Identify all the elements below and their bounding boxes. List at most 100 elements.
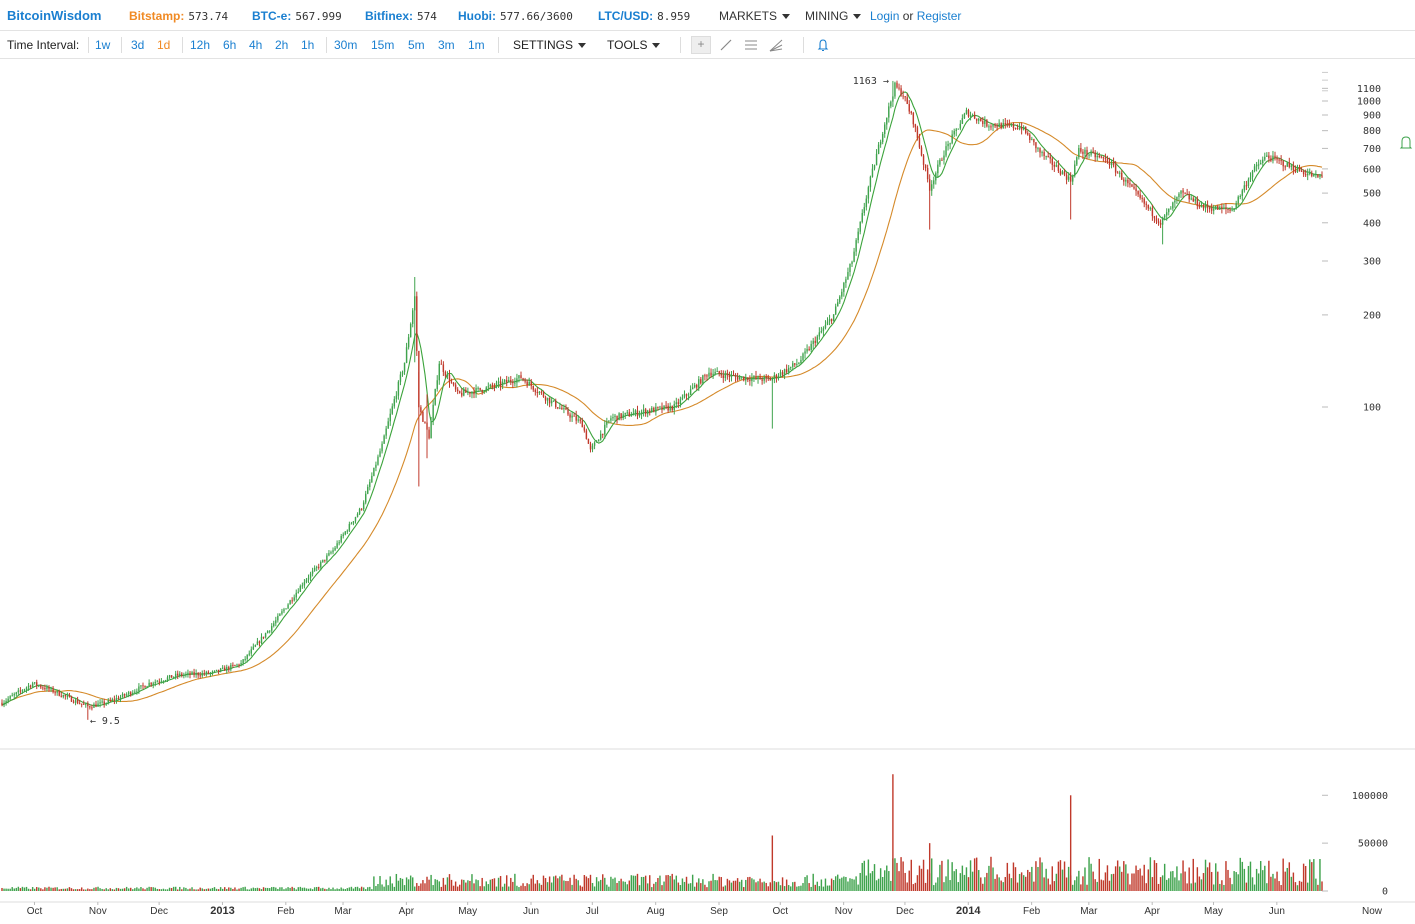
candle-body	[949, 143, 951, 145]
candle-body	[1010, 124, 1013, 126]
volume-bar	[873, 864, 876, 891]
candle-body	[1288, 162, 1291, 167]
candle	[62, 694, 65, 699]
candle-body	[1159, 223, 1162, 225]
mining-menu[interactable]: MINING	[805, 9, 862, 23]
candle	[769, 376, 772, 381]
candle	[671, 405, 673, 413]
time-axis-label: Oct	[773, 906, 789, 917]
volume-bar	[9, 888, 11, 891]
ticker-huobi[interactable]: Huobi: 577.66/3600	[458, 9, 573, 23]
volume-bar	[986, 872, 988, 891]
candle	[1061, 170, 1064, 175]
candle-body	[982, 121, 984, 125]
volume-bar	[230, 887, 232, 891]
candle-body	[1069, 176, 1072, 182]
interval-1h[interactable]: 1h	[301, 38, 315, 52]
volume-bar	[354, 886, 357, 891]
candle-body	[50, 688, 52, 690]
candle	[1298, 164, 1301, 172]
fan-icon[interactable]	[768, 38, 784, 52]
volume-bar	[884, 870, 886, 891]
login-link[interactable]: Login	[870, 9, 900, 23]
interval-2h[interactable]: 2h	[275, 38, 289, 52]
candle-body	[334, 547, 336, 551]
candle	[1311, 170, 1313, 178]
candle-body	[234, 665, 236, 667]
interval-12h[interactable]: 12h	[190, 38, 211, 52]
volume-bar	[787, 885, 790, 891]
settings-menu[interactable]: SETTINGS	[513, 38, 587, 52]
interval-1m[interactable]: 1m	[468, 38, 485, 52]
interval-30m[interactable]: 30m	[334, 38, 358, 52]
volume-bar	[693, 886, 696, 891]
crosshair-icon[interactable]: +	[691, 36, 711, 54]
volume-bar	[904, 872, 906, 891]
volume-bar	[847, 881, 849, 891]
volume-bar	[1137, 870, 1139, 891]
candle	[1284, 165, 1286, 171]
candle-body	[475, 387, 477, 395]
candle-body	[140, 685, 142, 687]
candle-body	[207, 671, 210, 674]
ticker-btce[interactable]: BTC-e: 567.999	[252, 9, 342, 23]
interval-15m[interactable]: 15m	[371, 38, 395, 52]
candle-body	[875, 153, 878, 166]
ticker-value: 573.74	[188, 10, 229, 23]
volume-bar	[679, 885, 682, 891]
horizontal-lines-icon[interactable]	[743, 38, 759, 52]
volume-bar	[299, 886, 302, 891]
brand-logo[interactable]: BitcoinWisdom	[7, 8, 102, 23]
candle	[681, 394, 684, 401]
candle-body	[904, 96, 906, 98]
candle	[663, 405, 665, 411]
interval-5m[interactable]: 5m	[408, 38, 425, 52]
candle	[33, 682, 36, 685]
volume-bar	[792, 882, 794, 891]
volume-bar	[959, 873, 962, 891]
candle	[27, 682, 30, 691]
candle	[518, 374, 520, 383]
volume-bar	[215, 888, 218, 891]
volume-bar	[753, 879, 755, 891]
interval-3m[interactable]: 3m	[438, 38, 455, 52]
volume-bar	[628, 880, 631, 891]
volume-bar	[988, 865, 990, 891]
interval-4h[interactable]: 4h	[249, 38, 263, 52]
interval-1d[interactable]: 1d	[157, 38, 171, 52]
volume-bar	[1194, 882, 1197, 891]
markets-menu[interactable]: MARKETS	[719, 9, 791, 23]
interval-6h[interactable]: 6h	[223, 38, 237, 52]
register-link[interactable]: Register	[916, 9, 962, 23]
ticker-bitstamp[interactable]: Bitstamp: 573.74	[129, 9, 228, 23]
interval-3d[interactable]: 3d	[131, 38, 145, 52]
bell-icon[interactable]	[1399, 136, 1413, 149]
candle	[604, 420, 606, 439]
candle-body	[328, 553, 330, 556]
candle-body	[481, 389, 483, 393]
volume-bar	[1280, 885, 1282, 891]
interval-1w[interactable]: 1w	[95, 38, 111, 52]
chevron-down-icon	[853, 14, 862, 20]
volume-bar	[403, 885, 406, 891]
bell-icon[interactable]	[815, 38, 831, 52]
candle	[516, 373, 518, 388]
candle	[1010, 123, 1013, 127]
ticker-ltc-usd[interactable]: LTC/USD: 8.959	[598, 9, 690, 23]
ticker-bitfinex[interactable]: Bitfinex: 574	[365, 9, 437, 23]
candle	[941, 157, 943, 161]
candle-body	[271, 626, 273, 631]
candle-body	[820, 331, 823, 333]
tools-menu[interactable]: TOOLS	[607, 38, 661, 52]
candle-body	[1067, 176, 1070, 180]
candle-body	[1262, 159, 1264, 164]
candle	[493, 383, 496, 392]
time-axis-label: Jun	[523, 906, 539, 917]
candle	[185, 671, 187, 678]
line-icon[interactable]	[718, 38, 734, 52]
candle	[58, 689, 60, 697]
candle-body	[559, 407, 561, 409]
candle-body	[1029, 134, 1031, 141]
